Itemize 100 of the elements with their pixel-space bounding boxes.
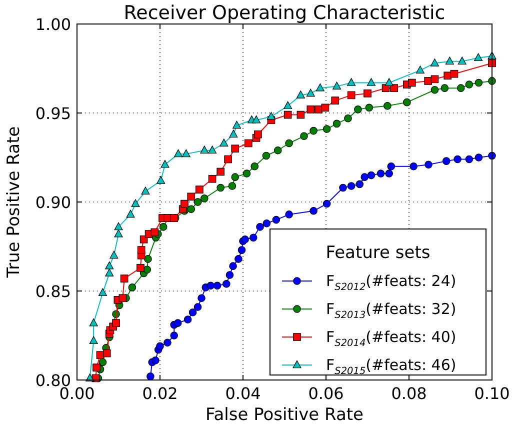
y-tick-label: 0.90 (35, 193, 71, 212)
point (222, 280, 230, 288)
x-axis-title: False Positive Rate (206, 405, 364, 425)
point (131, 199, 140, 207)
point (152, 356, 160, 364)
point (440, 84, 449, 92)
point (465, 80, 474, 88)
point (456, 84, 465, 92)
point (254, 130, 262, 138)
point (356, 180, 364, 188)
point (332, 120, 341, 128)
point (110, 250, 118, 259)
point (285, 139, 293, 148)
point (284, 110, 292, 119)
point (228, 182, 236, 190)
point (296, 110, 305, 119)
point (365, 104, 374, 112)
point (187, 205, 196, 214)
point (252, 116, 261, 124)
point (347, 91, 356, 100)
point (444, 72, 452, 80)
point (445, 56, 454, 65)
point (114, 222, 123, 230)
point (385, 170, 393, 178)
legend-label: F$_{S2013}$(#feats: 32) (326, 300, 456, 321)
point (198, 294, 206, 302)
point (306, 88, 315, 97)
point (384, 102, 392, 110)
point (170, 332, 178, 340)
point (316, 83, 324, 92)
point (229, 262, 237, 270)
point (188, 308, 197, 316)
legend-title: Feature sets (326, 243, 430, 263)
point (208, 146, 217, 154)
point (160, 160, 170, 168)
point (266, 112, 276, 120)
point (450, 70, 458, 78)
point (174, 319, 182, 327)
legend-label: F$_{S2014}$(#feats: 40) (326, 328, 456, 349)
point (347, 182, 356, 190)
point (403, 98, 411, 106)
point (98, 358, 107, 366)
point (229, 130, 238, 138)
point (250, 162, 259, 170)
y-tick-label: 1.00 (35, 15, 71, 34)
point (465, 155, 474, 164)
point (226, 271, 234, 279)
point (306, 106, 315, 114)
point (105, 261, 114, 270)
point (354, 106, 362, 114)
point (458, 56, 466, 65)
point (390, 84, 398, 92)
point (474, 78, 483, 87)
point (322, 125, 331, 133)
point (242, 170, 251, 178)
point (164, 338, 172, 347)
point (430, 58, 439, 66)
point (408, 78, 416, 87)
point (274, 146, 282, 154)
point (410, 162, 418, 170)
legend-label: F$_{S2012}$(#feats: 24) (326, 272, 456, 293)
point (296, 90, 305, 98)
point (314, 106, 322, 114)
legend-label: F$_{S2015}$(#feats: 46) (326, 356, 456, 377)
point (321, 104, 330, 112)
point (249, 234, 258, 242)
point (174, 149, 183, 158)
point (442, 157, 450, 165)
point (105, 268, 114, 276)
point (187, 192, 196, 201)
point (284, 101, 292, 110)
point (156, 342, 164, 350)
point (146, 372, 154, 380)
point (213, 282, 222, 290)
x-tick-label: 0.04 (225, 384, 261, 403)
point (384, 78, 394, 86)
point (331, 96, 340, 104)
point (92, 364, 100, 372)
point (89, 318, 98, 326)
point (231, 144, 240, 152)
point (184, 316, 192, 324)
point (344, 114, 352, 122)
point (488, 59, 496, 68)
point (332, 82, 342, 90)
point (98, 288, 107, 296)
point (159, 223, 168, 231)
point (430, 86, 439, 94)
point (416, 66, 424, 74)
point (141, 186, 150, 194)
point (339, 184, 347, 192)
point (231, 173, 240, 181)
point (200, 194, 208, 202)
point (387, 162, 396, 170)
point (238, 246, 246, 254)
point (474, 53, 483, 61)
x-tick-label: 0.06 (308, 384, 344, 403)
point (360, 173, 368, 181)
point (232, 120, 242, 129)
point (112, 319, 120, 327)
point (206, 282, 215, 290)
